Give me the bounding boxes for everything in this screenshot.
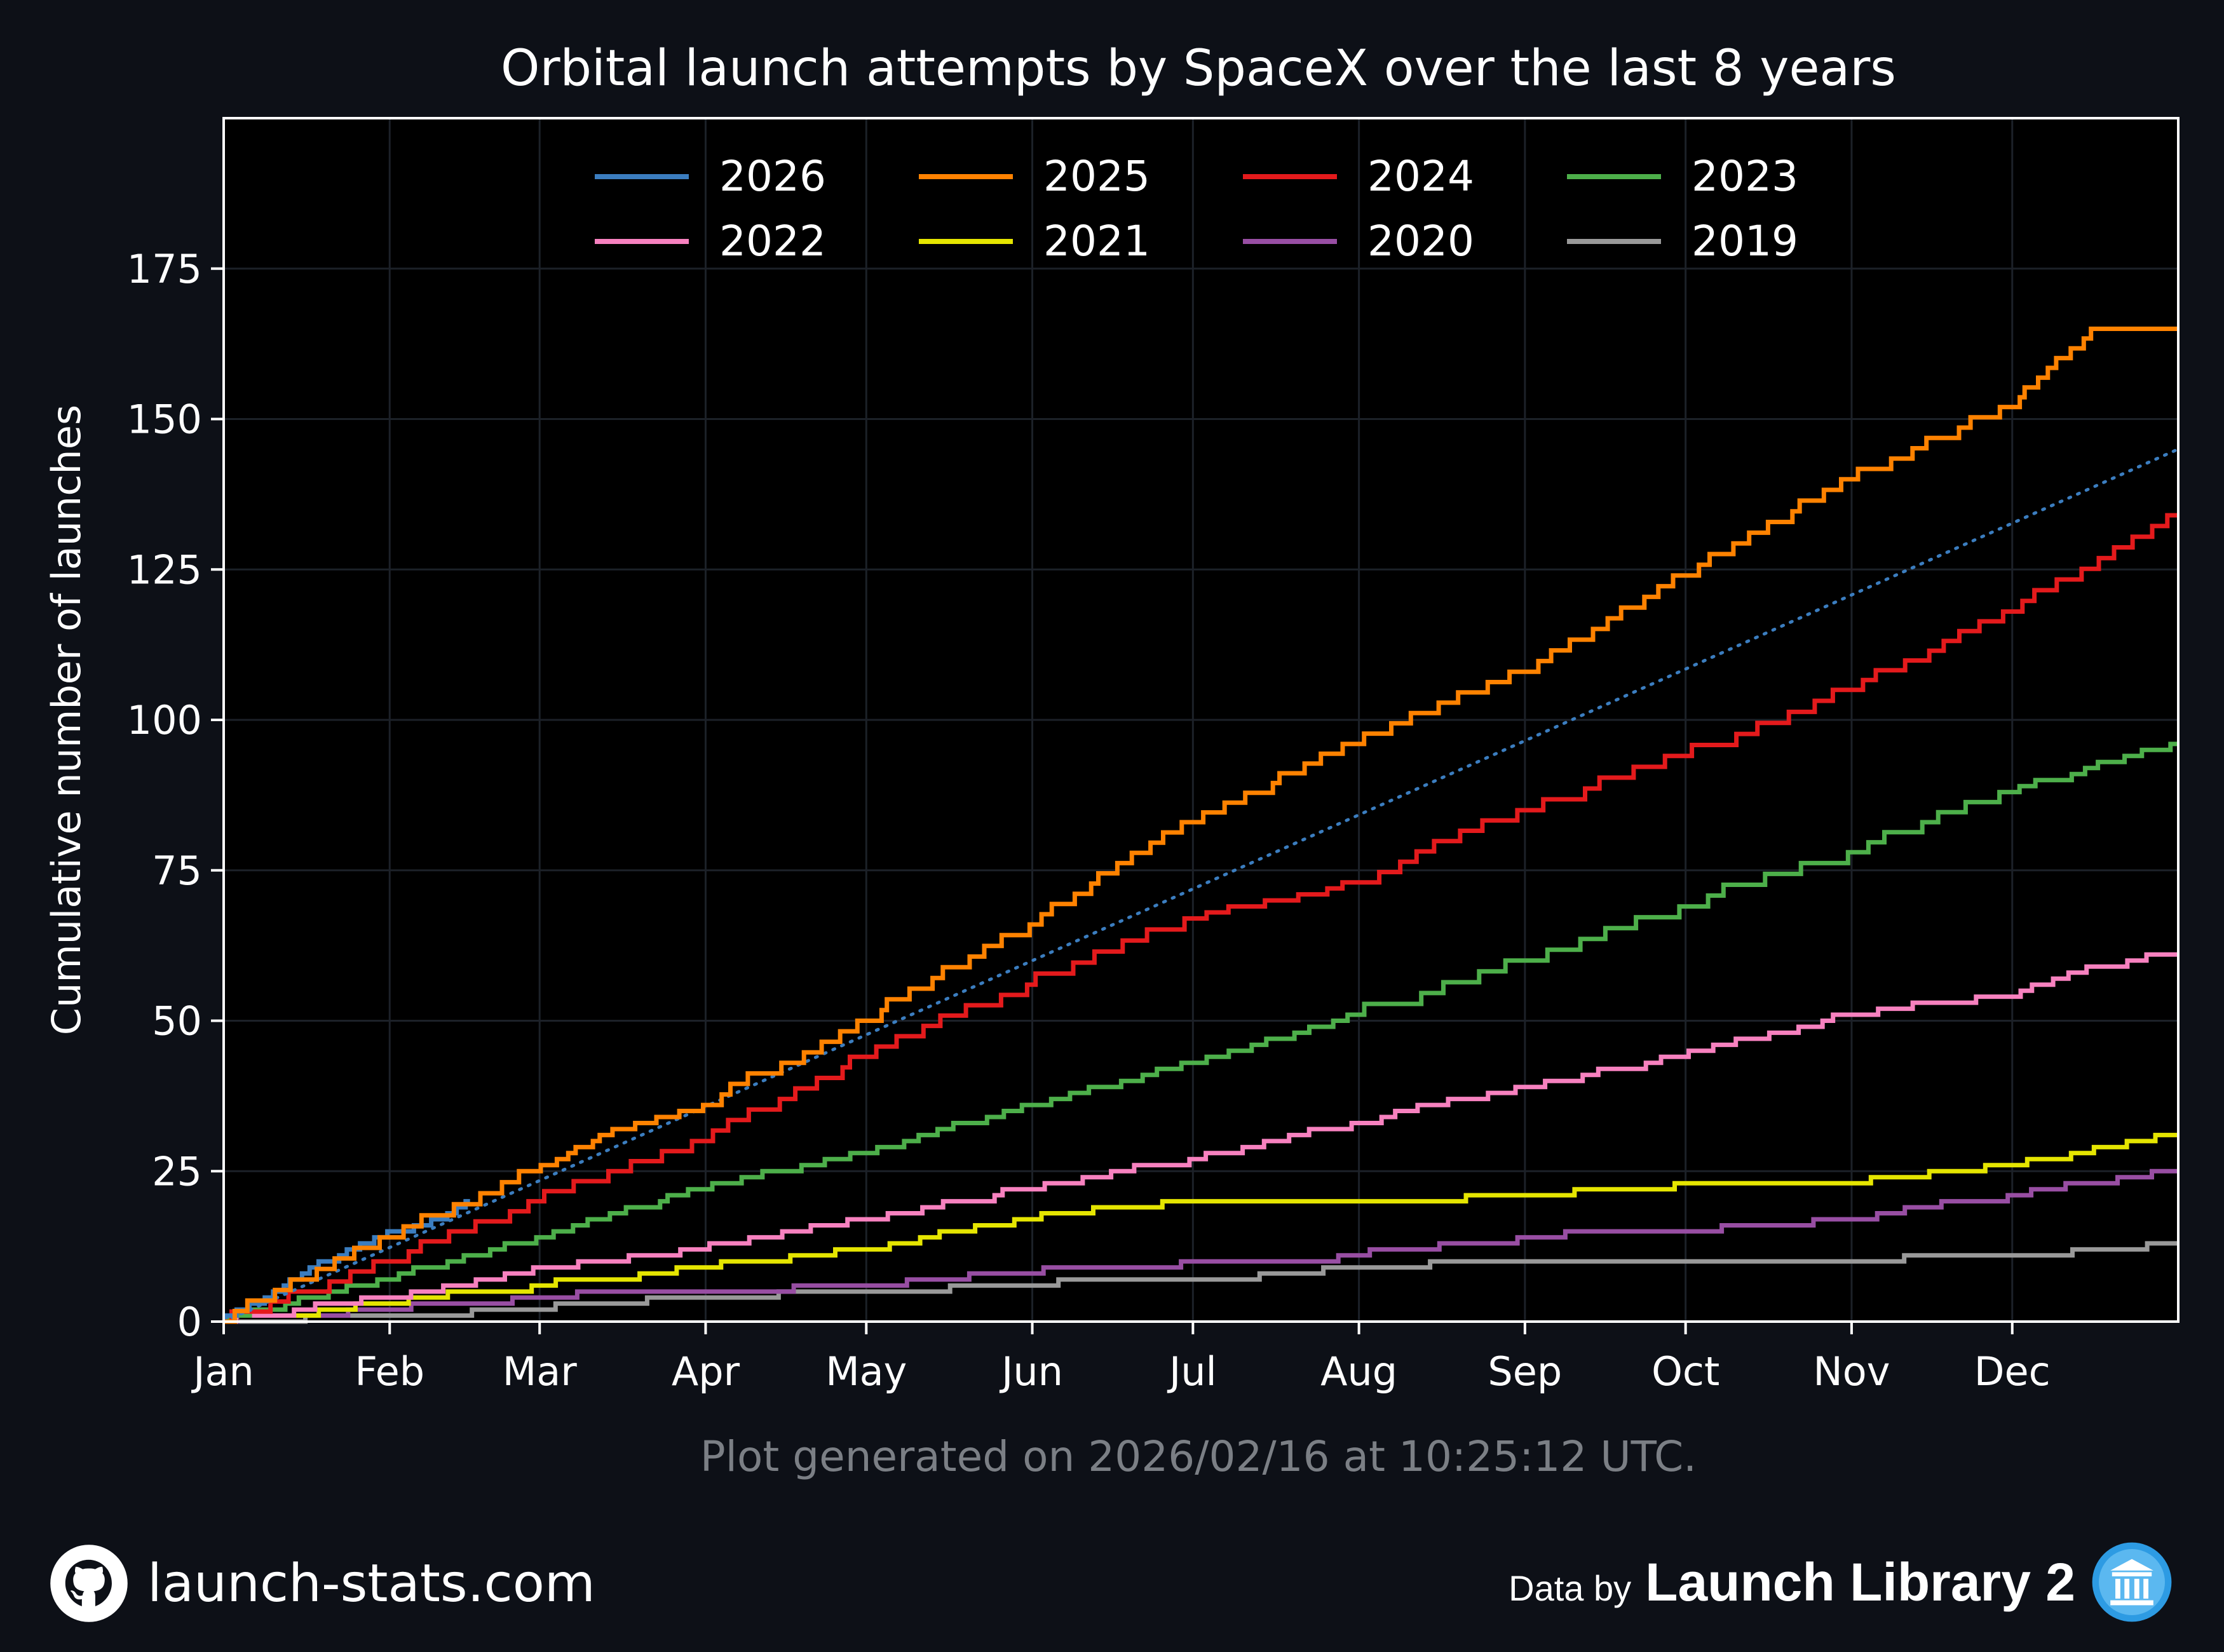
legend-item-2019[interactable]: 2019	[1567, 217, 1798, 266]
source-name[interactable]: Launch Library 2	[1645, 1552, 2075, 1612]
y-tick-label: 50	[152, 998, 202, 1045]
footer-source: Data by Launch Library 2	[1509, 1541, 2173, 1623]
legend-item-2021[interactable]: 2021	[919, 217, 1150, 266]
y-tick-label: 25	[152, 1148, 202, 1195]
launch-library-icon	[2092, 1542, 2172, 1622]
x-tick-label: Jun	[999, 1348, 1063, 1395]
x-tick-label: Mar	[503, 1348, 577, 1395]
legend-item-2024[interactable]: 2024	[1243, 152, 1474, 201]
x-tick-label: Nov	[1813, 1348, 1890, 1395]
x-tick-label: Apr	[672, 1348, 740, 1395]
legend-label: 2022	[719, 217, 826, 266]
x-tick-label: Sep	[1488, 1348, 1562, 1395]
series-2021-line	[224, 1132, 2178, 1324]
legend-item-2023[interactable]: 2023	[1567, 152, 1798, 201]
y-tick-label: 0	[177, 1299, 202, 1345]
legend-label: 2026	[719, 152, 826, 201]
x-tick-label: Aug	[1320, 1348, 1397, 1395]
github-icon	[50, 1545, 128, 1622]
series-2024-line	[224, 513, 2178, 1324]
x-tick-label: Jul	[1167, 1348, 1217, 1395]
series-layer	[222, 327, 2180, 1324]
x-tick-label: May	[825, 1348, 907, 1395]
y-tick-label: 175	[127, 246, 202, 292]
legend-label: 2021	[1043, 217, 1150, 266]
legend-label: 2020	[1367, 217, 1474, 266]
legend-label: 2024	[1367, 152, 1474, 201]
series-2026-projection	[222, 447, 2180, 1324]
x-tick-label: Feb	[355, 1348, 424, 1395]
data-by-label: Data by	[1509, 1567, 1632, 1608]
legend-item-2025[interactable]: 2025	[919, 152, 1150, 201]
chart-title: Orbital launch attempts by SpaceX over t…	[501, 40, 1896, 97]
footer-site[interactable]: launch-stats.com	[50, 1544, 595, 1623]
series-2025-line	[224, 327, 2178, 1324]
legend-label: 2023	[1692, 152, 1798, 201]
legend-item-2020[interactable]: 2020	[1243, 217, 1474, 266]
x-tick-label: Jan	[191, 1348, 254, 1395]
x-tick-label: Oct	[1651, 1348, 1719, 1395]
legend: 2026 2025 2024 2023 2022 2021 2020 2019	[595, 152, 1798, 266]
x-axis: Jan Feb Mar Apr May Jun Jul Aug Sep Oct Nov Dec	[191, 1322, 2051, 1395]
legend-item-2022[interactable]: 2022	[595, 217, 826, 266]
legend-item-2026[interactable]: 2026	[595, 152, 826, 201]
y-tick-label: 125	[127, 546, 202, 593]
series-2020-line	[224, 1168, 2178, 1324]
x-tick-label: Dec	[1974, 1348, 2051, 1395]
site-link[interactable]: launch-stats.com	[147, 1553, 595, 1614]
series-2026-line	[223, 1199, 470, 1324]
plot-generated-note: Plot generated on 2026/02/16 at 10:25:12…	[700, 1432, 1697, 1481]
legend-label: 2025	[1043, 152, 1150, 201]
y-tick-label: 75	[152, 848, 202, 894]
series-2022-line	[224, 952, 2178, 1324]
y-tick-label: 100	[127, 697, 202, 743]
series-2019-line	[224, 1241, 2178, 1324]
series-2023-line	[224, 741, 2178, 1324]
legend-label: 2019	[1692, 217, 1798, 266]
y-axis-label: Cumulative number of launches	[43, 405, 90, 1035]
y-tick-label: 150	[127, 396, 202, 443]
y-axis: 0 25 50 75 100 125 150 175	[127, 246, 224, 1345]
